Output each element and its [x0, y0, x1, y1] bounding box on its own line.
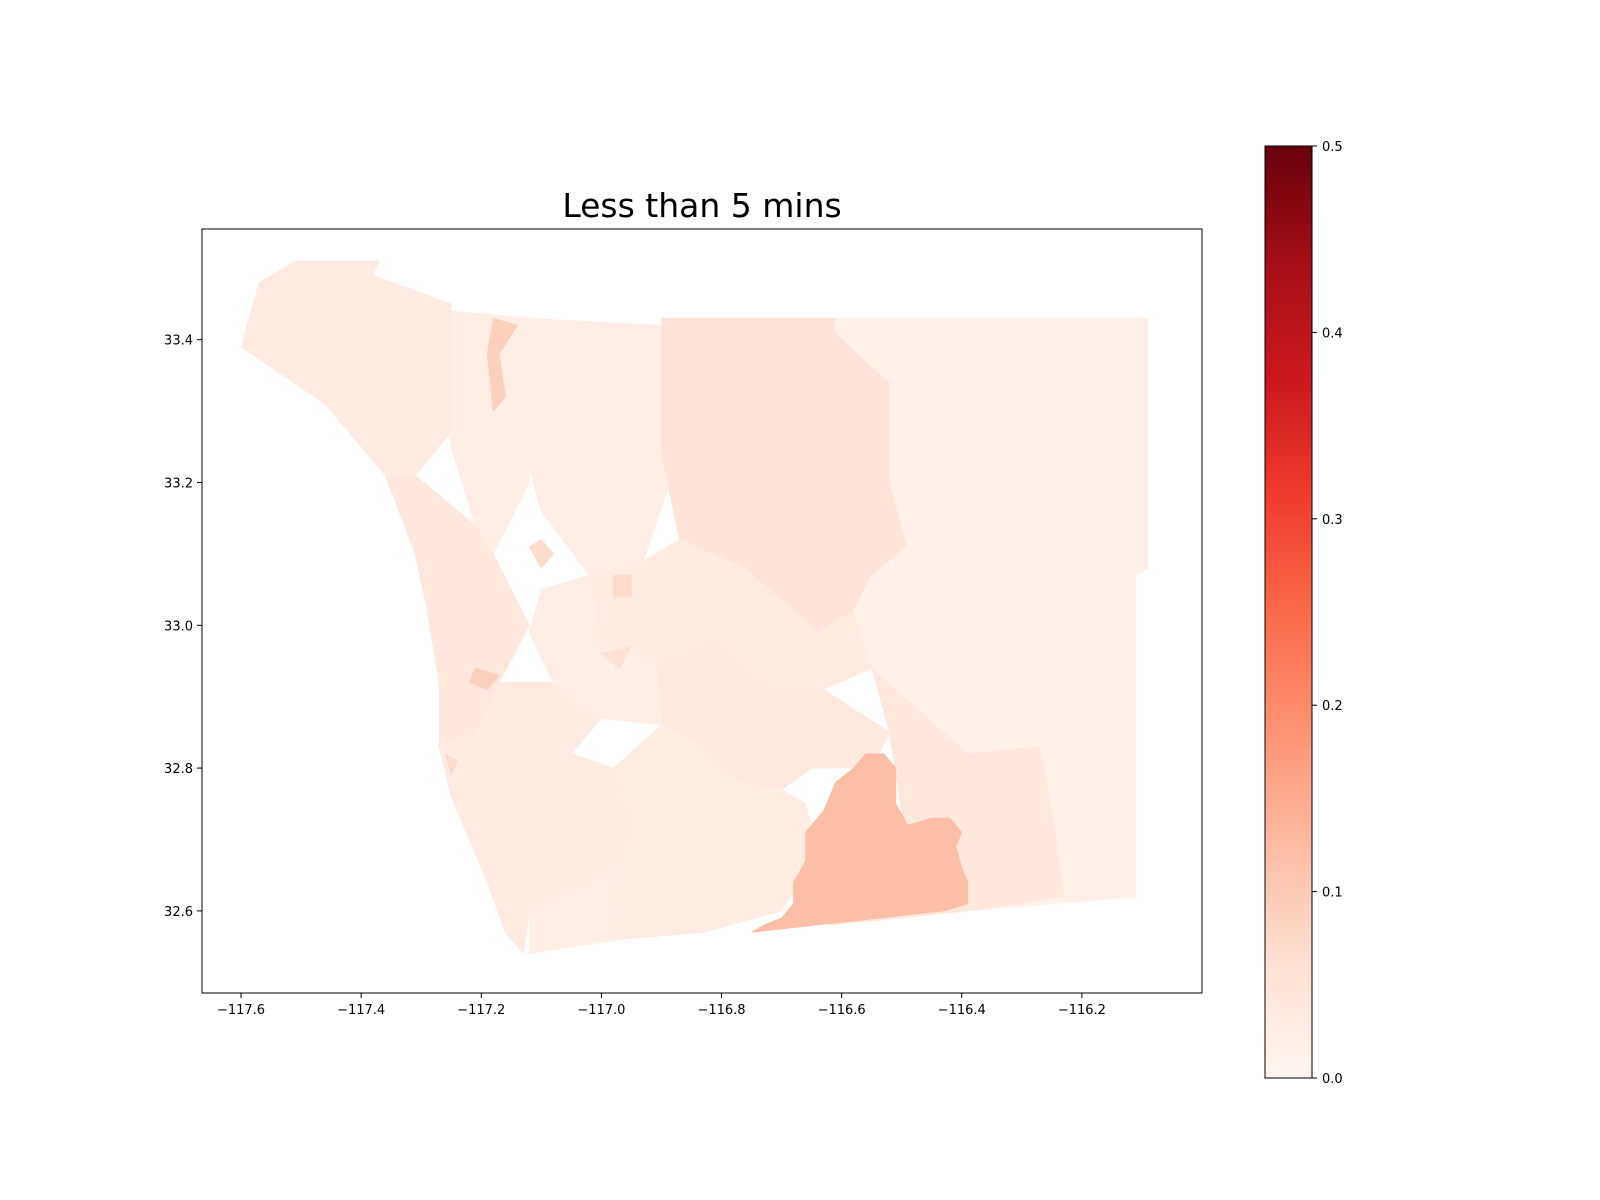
x-tick-label: −116.4	[938, 1003, 986, 1018]
y-tick-label: 33.4	[164, 334, 193, 349]
x-tick-label: −117.6	[217, 1003, 265, 1018]
x-tick-label: −117.2	[457, 1003, 505, 1018]
y-tick-label: 33.0	[164, 619, 193, 634]
axes-frame	[201, 228, 1203, 994]
x-tick-label: −117.0	[577, 1003, 625, 1018]
region-north-coastal	[240, 260, 452, 476]
x-axis: −117.6 −117.4 −117.2 −117.0 −116.8 −116.6 −116…	[217, 993, 1106, 1018]
map-regions	[240, 260, 1149, 955]
y-tick-label: 32.6	[164, 905, 193, 920]
chart-title: Less than 5 mins	[562, 186, 842, 225]
region-coronado-tract	[444, 752, 458, 777]
colorbar-tick-label: 0.3	[1322, 513, 1343, 528]
region-del-mar-tract	[468, 667, 500, 690]
colorbar-ticks: 0.0 0.1 0.2 0.3 0.4 0.5	[1312, 140, 1343, 1087]
region-sdsu-tract	[600, 646, 633, 669]
region-rancho-bernardo-tract	[613, 574, 632, 598]
y-axis: 32.6 32.8 33.0 33.2 33.4	[164, 334, 202, 920]
colorbar-tick-label: 0.2	[1322, 699, 1343, 714]
colorbar-tick-label: 0.5	[1322, 140, 1343, 155]
y-tick-label: 32.8	[164, 762, 193, 777]
x-tick-label: −116.2	[1058, 1003, 1106, 1018]
region-fallbrook-strip	[486, 317, 518, 413]
x-tick-label: −116.6	[818, 1003, 866, 1018]
colorbar-tick-label: 0.1	[1322, 886, 1343, 901]
colorbar-tick-label: 0.0	[1322, 1072, 1343, 1087]
colorbar	[1264, 145, 1313, 1079]
region-valley-center	[528, 317, 680, 576]
x-tick-label: −116.8	[697, 1003, 745, 1018]
colorbar-tick-label: 0.4	[1322, 326, 1343, 341]
region-high-region	[751, 753, 969, 933]
y-tick-label: 33.2	[164, 476, 193, 491]
region-chula-vista-south	[528, 867, 621, 955]
region-carlsbad-tract	[528, 539, 554, 569]
x-tick-label: −117.4	[337, 1003, 385, 1018]
